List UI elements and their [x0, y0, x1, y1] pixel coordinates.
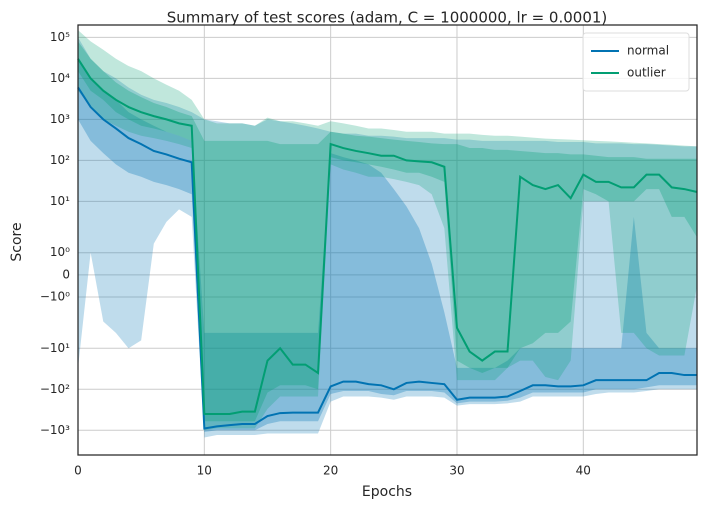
x-tick-label: 30 — [449, 464, 464, 478]
chart-title: Summary of test scores (adam, C = 100000… — [167, 9, 608, 27]
y-tick-label: −10¹ — [40, 341, 70, 355]
plot-area: 10⁵ 10⁴ 10³ 10² 10¹ 10⁰ 0 −10⁰ −10¹ −10² −10³ 0 10 20… — [40, 24, 698, 478]
y-axis-label: Score — [9, 222, 25, 261]
y-tick-label: 10⁴ — [50, 71, 70, 85]
x-axis-label: Epochs — [362, 484, 412, 500]
legend-label: normal — [627, 44, 669, 58]
band — [78, 58, 697, 433]
x-tick-label: 40 — [576, 464, 591, 478]
x-tick-label: 10 — [197, 464, 212, 478]
y-tick-label: 10³ — [50, 112, 70, 126]
line — [77, 58, 698, 415]
band — [78, 37, 697, 438]
x-tick-label: 0 — [74, 464, 82, 478]
band — [78, 30, 697, 431]
y-tick-label: −10² — [40, 382, 70, 396]
line — [77, 86, 697, 430]
legend: normal outlier — [582, 32, 690, 92]
y-tick-label: 0 — [62, 267, 70, 281]
y-tick-label: 10² — [50, 153, 70, 167]
legend-label: outlier — [627, 66, 666, 80]
y-tick-label: −10⁰ — [40, 289, 70, 303]
y-tick-label: 10¹ — [50, 194, 70, 208]
legend-box — [582, 32, 690, 92]
band — [78, 41, 697, 422]
y-tick-label: −10³ — [40, 423, 70, 437]
y-tick-label: 10⁰ — [50, 245, 70, 259]
plot-frame — [77, 24, 698, 456]
y-tick-label: 10⁵ — [50, 30, 70, 44]
x-tick-label: 20 — [323, 464, 338, 478]
